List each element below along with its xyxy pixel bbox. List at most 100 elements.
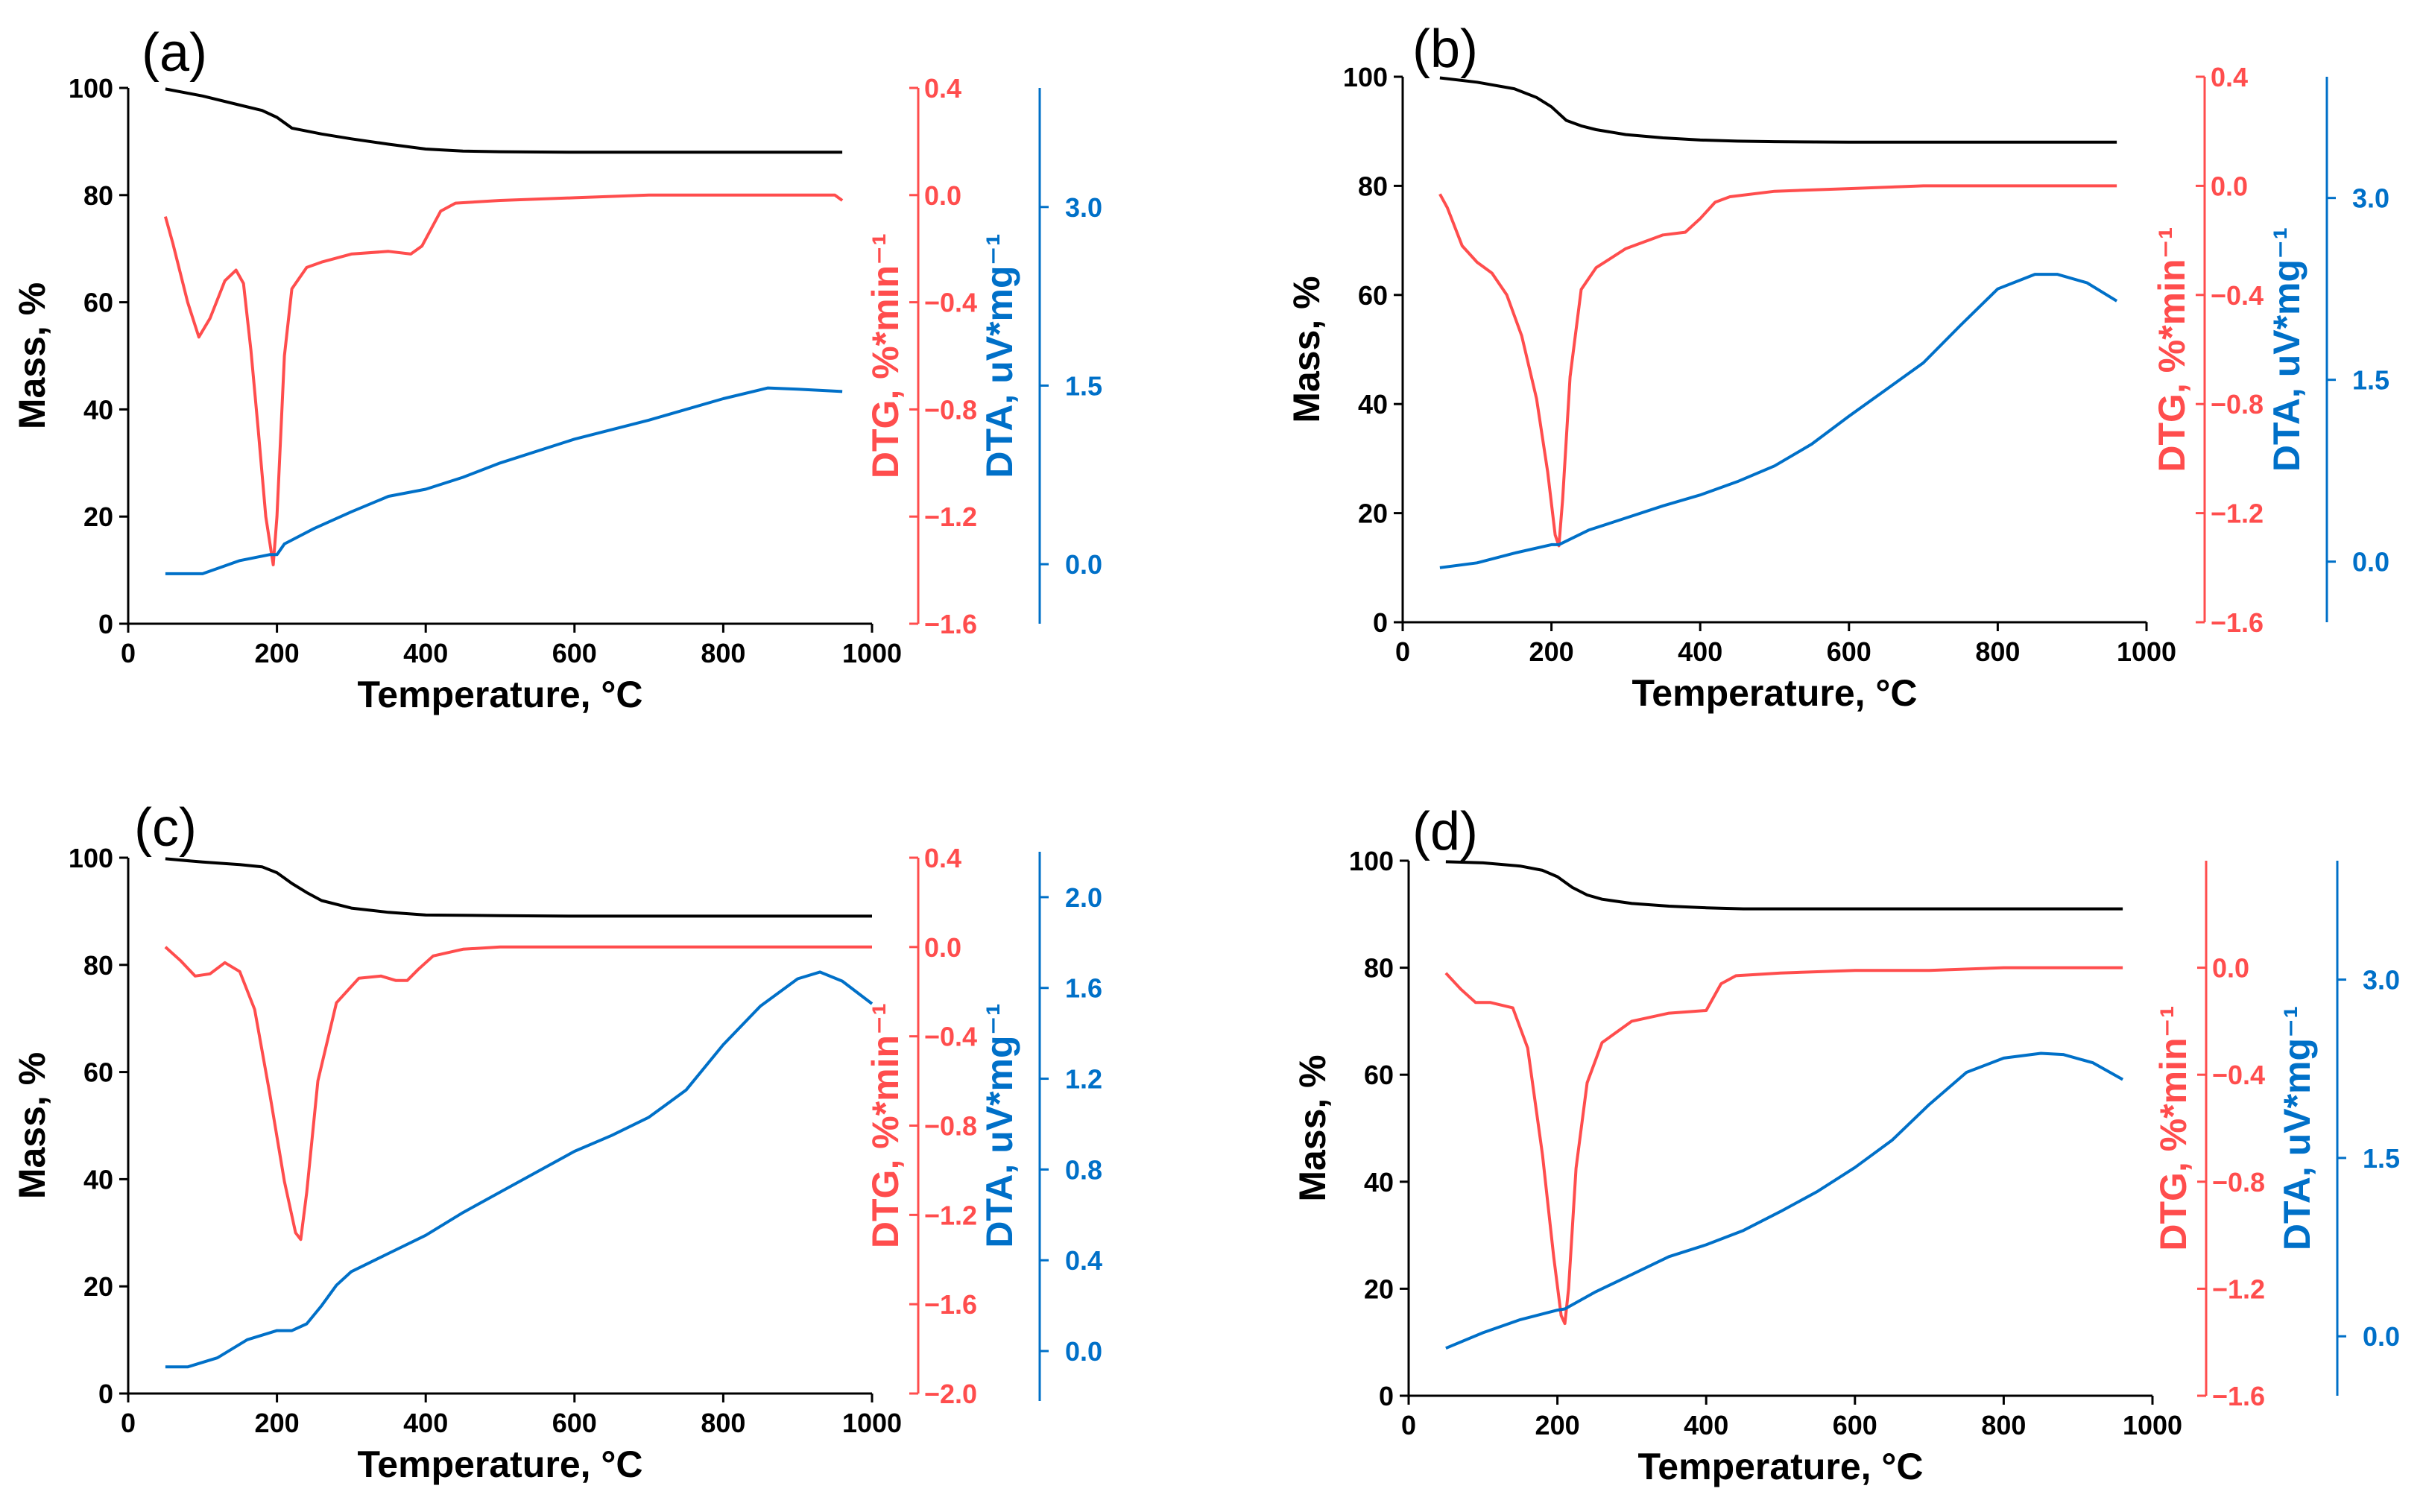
dtg-tick-label: −1.6 bbox=[924, 1289, 977, 1320]
dta-tick-label: 2.0 bbox=[1065, 882, 1102, 913]
mass-series-line bbox=[1439, 76, 2117, 144]
mass-tick-label: 60 bbox=[1358, 280, 1388, 311]
dtg-tick-label: −1.2 bbox=[2211, 499, 2264, 529]
dtg-axis-title: DTG, %*min⁻¹ bbox=[865, 233, 906, 478]
mass-series-line bbox=[165, 857, 872, 918]
x-tick-label: 600 bbox=[1827, 636, 1871, 667]
chart-panel-a: (a) 0 20 40 60 80 100 Mass, % 0 200 400 600 800 1000 T… bbox=[11, 23, 1102, 715]
mass-tick-label: 60 bbox=[83, 1057, 113, 1088]
mass-tick-label: 80 bbox=[83, 950, 113, 981]
mass-tick-label: 40 bbox=[1358, 389, 1388, 420]
dta-axis-title: DTA, uV*mg⁻¹ bbox=[2276, 1006, 2318, 1250]
dta-tick-label: 3.0 bbox=[2352, 183, 2389, 214]
dtg-tick-label: −0.8 bbox=[924, 394, 977, 425]
x-tick-label: 0 bbox=[1401, 1410, 1416, 1440]
x-tick-label: 400 bbox=[1678, 636, 1722, 667]
dtg-axis-title: DTG, %*min⁻¹ bbox=[2151, 227, 2193, 472]
mass-tick-label: 0 bbox=[1373, 607, 1388, 638]
dta-tick-label: 0.0 bbox=[1065, 549, 1102, 580]
x-tick-label: 1000 bbox=[842, 1408, 902, 1438]
x-tick-label: 200 bbox=[255, 638, 300, 668]
x-tick-label: 800 bbox=[701, 1408, 745, 1438]
dtg-tick-label: 0.0 bbox=[2212, 953, 2249, 984]
dtg-tick-label: −1.6 bbox=[924, 609, 977, 639]
dtg-tick-label: 0.0 bbox=[924, 180, 961, 211]
mass-axis-title: Mass, % bbox=[11, 282, 53, 429]
mass-tick-label: 100 bbox=[1349, 846, 1394, 876]
dtg-series-line bbox=[1438, 184, 2117, 548]
panel-label: (d) bbox=[1412, 802, 1478, 861]
x-axis-title: Temperature, °C bbox=[1631, 672, 1917, 714]
dta-tick-label: 0.0 bbox=[2363, 1321, 2400, 1352]
x-tick-label: 1000 bbox=[2123, 1410, 2182, 1440]
dtg-tick-label: −0.4 bbox=[2212, 1060, 2265, 1090]
mass-axis-title: Mass, % bbox=[1286, 276, 1327, 423]
dtg-tick-label: 0.0 bbox=[924, 932, 961, 963]
x-tick-label: 0 bbox=[121, 638, 136, 668]
x-tick-label: 600 bbox=[552, 638, 597, 668]
mass-tick-label: 80 bbox=[1358, 171, 1388, 201]
dtg-series-line bbox=[164, 945, 872, 1241]
dta-axis-title: DTA, uV*mg⁻¹ bbox=[979, 1003, 1020, 1247]
x-tick-label: 1000 bbox=[842, 638, 902, 668]
dtg-tick-label: 0.4 bbox=[2211, 62, 2248, 92]
x-axis-title: Temperature, °C bbox=[357, 1443, 642, 1485]
mass-tick-label: 20 bbox=[83, 1271, 113, 1302]
dtg-tick-label: 0.4 bbox=[924, 73, 961, 104]
dtg-tick-label: −0.4 bbox=[2211, 280, 2264, 311]
mass-tick-label: 20 bbox=[1358, 499, 1388, 529]
dtg-tick-label: −0.8 bbox=[2211, 389, 2264, 420]
mass-series-line bbox=[1445, 860, 2123, 911]
x-tick-label: 0 bbox=[121, 1408, 136, 1438]
dtg-series-line bbox=[1444, 966, 2123, 1326]
x-tick-label: 200 bbox=[1529, 636, 1574, 667]
x-axis-title: Temperature, °C bbox=[1637, 1446, 1923, 1487]
dtg-tick-label: −0.4 bbox=[924, 288, 977, 318]
dta-tick-label: 1.2 bbox=[1065, 1064, 1102, 1095]
dtg-tick-label: −0.8 bbox=[2212, 1167, 2265, 1198]
dta-axis-title: DTA, uV*mg⁻¹ bbox=[2266, 227, 2307, 472]
dtg-axis-title: DTG, %*min⁻¹ bbox=[865, 1003, 906, 1248]
x-tick-label: 200 bbox=[1535, 1410, 1580, 1440]
dtg-tick-label: −2.0 bbox=[924, 1379, 977, 1409]
dta-tick-label: 1.5 bbox=[2363, 1143, 2400, 1174]
dta-series-line bbox=[165, 386, 843, 575]
x-tick-label: 400 bbox=[403, 638, 448, 668]
chart-panel-c: (c) 0 20 40 60 80 100 Mass, % 0 200 400 600 800 1000 T… bbox=[11, 798, 1102, 1485]
x-tick-label: 800 bbox=[701, 638, 745, 668]
mass-tick-label: 100 bbox=[69, 843, 113, 873]
mass-tick-label: 40 bbox=[1364, 1167, 1394, 1198]
dta-tick-label: 0.8 bbox=[1065, 1154, 1102, 1185]
dtg-tick-label: −1.6 bbox=[2211, 607, 2264, 638]
x-tick-label: 0 bbox=[1395, 636, 1410, 667]
mass-tick-label: 100 bbox=[69, 73, 113, 104]
dtg-tick-label: −1.2 bbox=[924, 1200, 977, 1230]
dtg-tick-label: −1.6 bbox=[2212, 1381, 2265, 1411]
x-tick-label: 400 bbox=[403, 1408, 448, 1438]
mass-tick-label: 0 bbox=[98, 609, 113, 639]
mass-tick-label: 80 bbox=[1364, 953, 1394, 984]
dta-tick-label: 0.0 bbox=[2352, 547, 2389, 578]
mass-tick-label: 100 bbox=[1343, 62, 1388, 92]
mass-tick-label: 80 bbox=[83, 180, 113, 211]
x-tick-label: 800 bbox=[1975, 636, 2020, 667]
dta-tick-label: 1.5 bbox=[1065, 370, 1102, 401]
dtg-tick-label: −0.8 bbox=[924, 1111, 977, 1142]
x-tick-label: 800 bbox=[1981, 1410, 2026, 1440]
mass-tick-label: 60 bbox=[83, 288, 113, 318]
x-tick-label: 600 bbox=[1833, 1410, 1877, 1440]
mass-tick-label: 20 bbox=[1364, 1274, 1394, 1304]
dtg-tick-label: −1.2 bbox=[924, 502, 977, 532]
mass-tick-label: 0 bbox=[98, 1379, 113, 1409]
dtg-tick-label: 0.0 bbox=[2211, 171, 2248, 201]
x-tick-label: 1000 bbox=[2117, 636, 2176, 667]
dta-series-line bbox=[1445, 1051, 2124, 1350]
dta-tick-label: 0.4 bbox=[1065, 1245, 1102, 1276]
dta-series-line bbox=[165, 970, 874, 1369]
mass-tick-label: 40 bbox=[83, 394, 113, 425]
x-tick-label: 400 bbox=[1684, 1410, 1728, 1440]
dta-tick-label: 3.0 bbox=[1065, 192, 1102, 223]
mass-series-line bbox=[165, 87, 843, 154]
dtg-series-line bbox=[163, 193, 844, 566]
